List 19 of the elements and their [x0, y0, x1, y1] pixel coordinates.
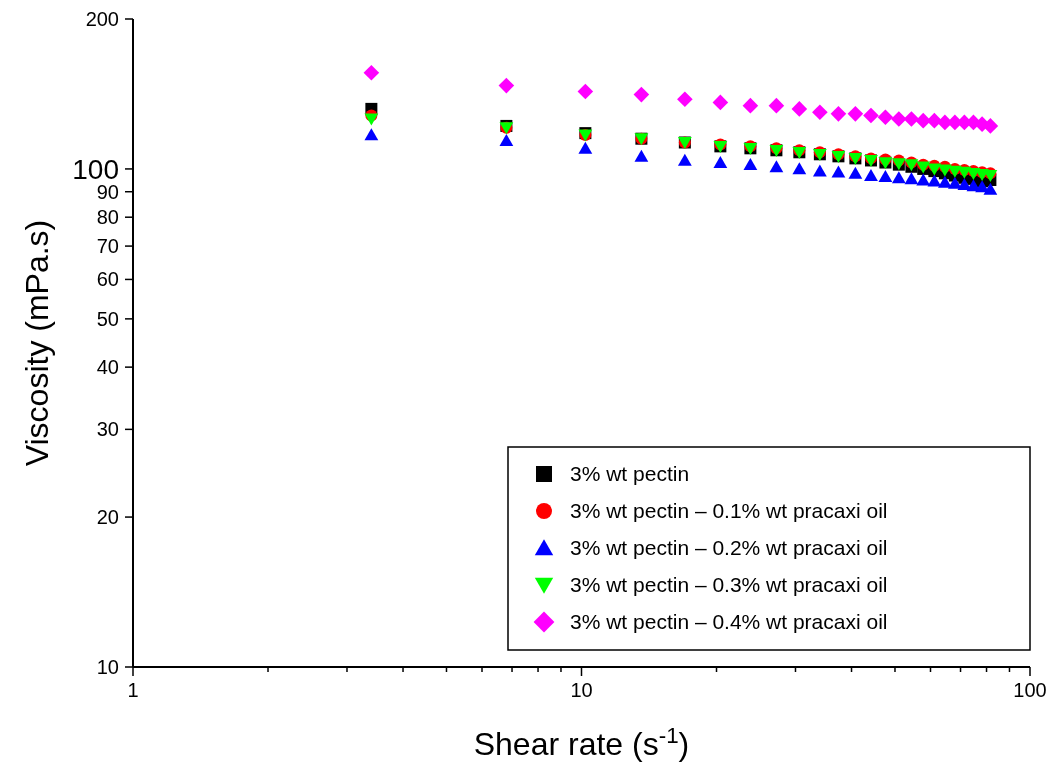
y-tick-label: 20: [96, 506, 119, 529]
legend-label: 3% wt pectin – 0.3% wt pracaxi oil: [570, 573, 888, 597]
y-axis-title: Viscosity (mPa.s): [19, 219, 55, 467]
legend-label: 3% wt pectin – 0.1% wt pracaxi oil: [570, 499, 888, 523]
x-tick-label: 100: [1013, 679, 1047, 701]
x-tick-label: 10: [570, 679, 593, 701]
y-tick-label: 80: [96, 206, 119, 229]
y-tick-label: 40: [96, 356, 119, 379]
legend-label: 3% wt pectin: [570, 462, 690, 486]
y-tick-label: 50: [96, 307, 119, 330]
legend-label: 3% wt pectin – 0.4% wt pracaxi oil: [570, 610, 888, 634]
y-tick-label: 60: [96, 268, 119, 291]
y-tick-label: 30: [96, 418, 119, 441]
y-tick-label: 10: [96, 656, 119, 678]
legend-label: 3% wt pectin – 0.2% wt pracaxi oil: [570, 536, 888, 560]
x-tick-label: 1: [127, 679, 139, 701]
y-tick-label: 200: [85, 8, 119, 30]
x-axis-title: Shear rate (s$^{-1}$): [473, 722, 690, 762]
y-tick-label: 70: [96, 235, 119, 258]
